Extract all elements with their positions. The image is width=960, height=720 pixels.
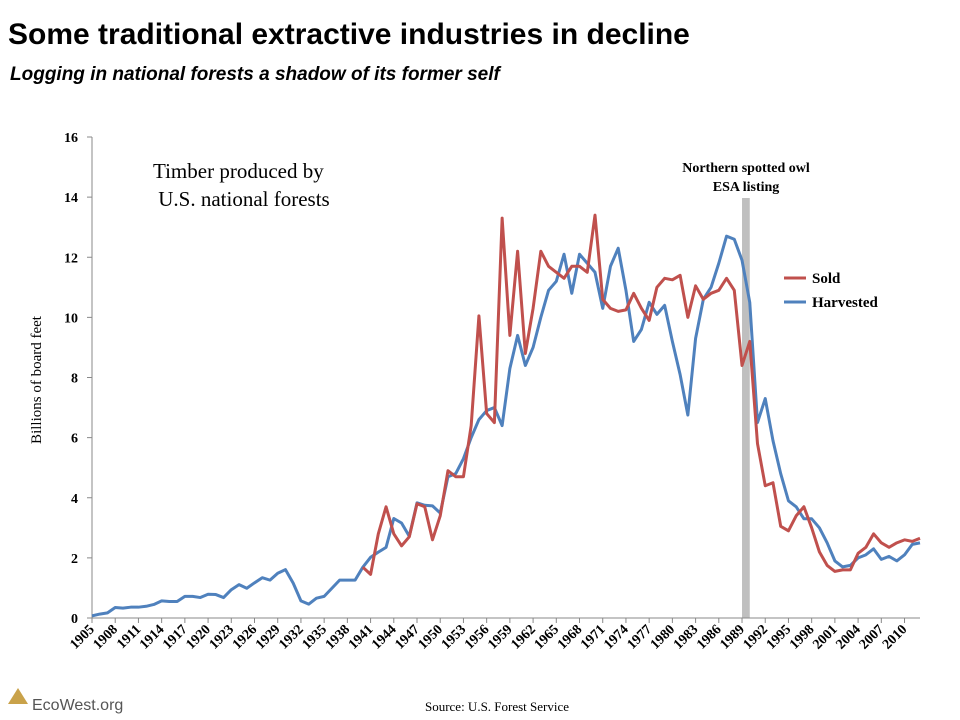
x-tick-label: 1968 [555,622,585,652]
y-tick-label: 14 [64,191,78,206]
x-tick-label: 1929 [253,622,283,652]
legend-label: Sold [812,271,841,287]
x-tick-label: 1980 [648,622,678,652]
x-tick-label: 1917 [160,622,190,652]
legend-label: Harvested [812,295,878,311]
series-line [361,213,921,576]
y-tick-label: 6 [71,432,78,447]
x-tick-label: 1989 [717,622,747,652]
x-tick-label: 2001 [810,622,840,652]
x-tick-label: 1944 [369,622,399,652]
x-tick-label: 1941 [346,622,376,652]
x-tick-label: 2004 [834,622,864,652]
x-tick-label: 1992 [741,622,771,652]
x-tick-label: 1926 [230,622,260,652]
x-tick-label: 1959 [485,622,515,652]
y-tick-label: 12 [64,251,78,266]
source: Source: U.S. Forest Service [425,699,569,714]
region-label: Northern spotted owl [682,161,810,176]
y-tick-label: 8 [71,372,78,387]
x-tick-label: 2010 [880,622,910,652]
x-tick-label: 1995 [764,622,794,652]
x-tick-label: 1983 [671,622,701,652]
series-line [91,234,921,618]
x-tick-label: 1947 [392,622,422,652]
x-tick-label: 1908 [91,622,121,652]
x-tick-label: 1971 [578,622,608,652]
x-tick-label: 1923 [207,622,237,652]
logo: EcoWest.org [32,697,123,714]
y-tick-label: 2 [71,552,78,567]
annotation: Timber produced by [153,159,324,183]
y-tick-label: 16 [64,131,78,146]
x-tick-label: 1920 [183,622,213,652]
x-tick-label: 2007 [857,622,887,652]
y-tick-label: 10 [64,311,78,326]
x-tick-label: 1938 [323,622,353,652]
x-tick-label: 1974 [601,622,631,652]
x-tick-label: 1962 [509,622,539,652]
x-tick-label: 1935 [300,622,330,652]
x-tick-label: 1950 [416,622,446,652]
x-tick-label: 1977 [625,622,655,652]
annotation: U.S. national forests [153,187,330,211]
shaded-region [742,198,750,618]
x-tick-label: 1965 [532,622,562,652]
x-tick-label: 1998 [787,622,817,652]
x-tick-label: 1986 [694,622,724,652]
x-tick-label: 1911 [114,622,144,652]
subtitle: Logging in national forests a shadow of … [10,64,501,85]
y-tick-label: 4 [71,492,78,507]
title: Some traditional extractive industries i… [8,18,690,51]
x-tick-label: 1932 [276,622,306,652]
y-axis-label: Billions of board feet [29,315,45,444]
logo-icon [8,688,28,704]
x-tick-label: 1953 [439,622,469,652]
x-tick-label: 1914 [137,622,167,652]
region-label: ESA listing [713,180,780,195]
x-tick-label: 1956 [462,622,492,652]
y-tick-label: 0 [71,612,78,627]
